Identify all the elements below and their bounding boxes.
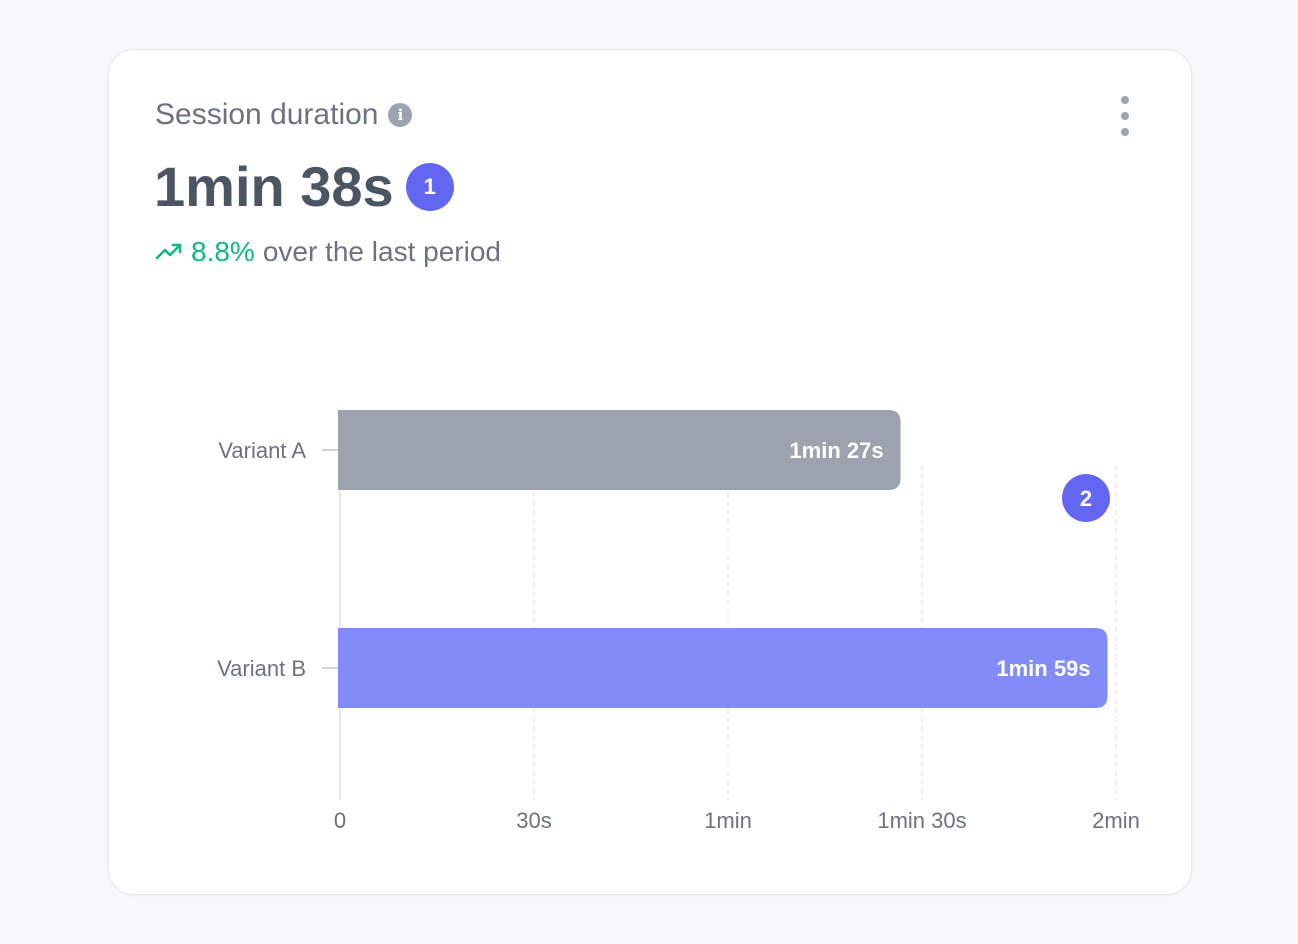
bar-variant-b [338,628,1108,708]
annotation-badge-2-label: 2 [1080,486,1092,511]
info-icon[interactable]: i [388,103,413,127]
y-category-label: Variant B [217,656,306,681]
y-category-label: Variant A [218,438,306,463]
session-duration-card: Session duration i 1min 38s 1 8.8% over … [108,49,1192,895]
bar-value-label: 1min 59s [996,656,1090,681]
bar-variant-a [338,410,901,490]
annotation-badge-2 [1062,474,1110,522]
x-tick-label: 2min [1092,808,1140,833]
x-tick-label: 1min [704,808,752,833]
x-tick-label: 30s [516,808,551,833]
x-tick-label: 0 [334,808,346,833]
trend-up-icon [155,243,182,260]
trend-percent: 8.8% [191,236,255,267]
bar-value-label: 1min 27s [789,438,883,463]
trend-row: 8.8% over the last period [155,236,501,268]
x-tick-label: 1min 30s [877,808,966,833]
metric-value: 1min 38s 1 [154,154,454,219]
trend-text: over the last period [262,236,501,267]
more-options-icon[interactable] [1115,96,1135,136]
annotation-badge-1: 1 [405,162,454,211]
card-title: Session duration i [155,98,413,132]
card-title-text: Session duration [155,98,379,131]
metric-value-text: 1min 38s [154,155,394,218]
